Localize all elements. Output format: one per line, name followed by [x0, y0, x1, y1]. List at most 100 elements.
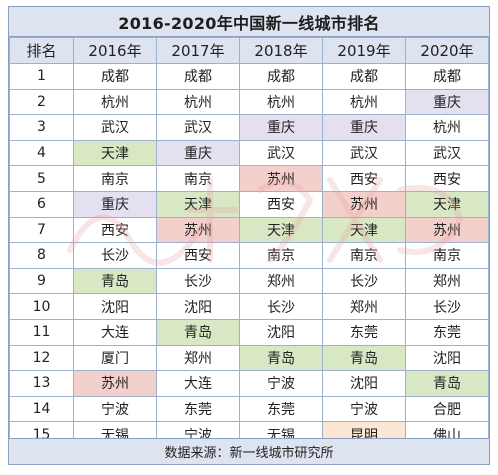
city-cell: 成都 [156, 63, 240, 90]
city-cell: 天津 [405, 190, 489, 218]
city-cell: 苏州 [239, 165, 323, 192]
city-cell: 青岛 [73, 267, 157, 295]
city-cell: 青岛 [156, 318, 240, 346]
city-cell: 青岛 [322, 344, 406, 372]
city-cell: 郑州 [405, 267, 489, 295]
rank-cell: 11 [9, 318, 74, 346]
city-cell: 东莞 [405, 318, 489, 346]
table-row: 5 南京 南京 苏州 西安 西安 [9, 165, 489, 192]
city-cell: 重庆 [156, 139, 240, 167]
city-cell: 武汉 [73, 114, 157, 141]
city-cell: 郑州 [156, 344, 240, 372]
city-cell: 武汉 [239, 139, 323, 167]
header-2020: 2020年 [405, 37, 489, 64]
table-row: 8 长沙 西安 南京 南京 南京 [9, 242, 489, 269]
city-cell: 苏州 [156, 216, 240, 244]
city-cell: 大连 [73, 318, 157, 346]
ranking-table-frame: 2016-2020年中国新一线城市排名 排名 2016年 2017年 2018年… [8, 6, 490, 465]
city-cell: 苏州 [322, 190, 406, 218]
city-cell: 东莞 [239, 395, 323, 423]
city-cell: 重庆 [405, 88, 489, 116]
rank-cell: 10 [9, 293, 74, 320]
rank-cell: 2 [9, 88, 74, 116]
rank-cell: 7 [9, 216, 74, 244]
rank-cell: 1 [9, 63, 74, 90]
table-title: 2016-2020年中国新一线城市排名 [9, 7, 489, 37]
city-cell: 成都 [239, 63, 323, 90]
header-2018: 2018年 [239, 37, 323, 64]
city-cell: 合肥 [405, 395, 489, 423]
city-cell: 长沙 [405, 293, 489, 320]
city-cell: 东莞 [322, 318, 406, 346]
table-row: 7 西安 苏州 天津 天津 苏州 [9, 216, 489, 244]
city-cell: 武汉 [322, 139, 406, 167]
city-cell: 沈阳 [405, 344, 489, 372]
city-cell: 天津 [322, 216, 406, 244]
rank-cell: 3 [9, 114, 74, 141]
city-cell: 厦门 [73, 344, 157, 372]
ranking-table: 排名 2016年 2017年 2018年 2019年 2020年 1 成都 成都 成都… [9, 37, 489, 448]
city-cell: 长沙 [156, 267, 240, 295]
city-cell: 南京 [405, 242, 489, 269]
city-cell: 大连 [156, 370, 240, 397]
header-row: 排名 2016年 2017年 2018年 2019年 2020年 [9, 37, 489, 64]
table-row: 12 厦门 郑州 青岛 青岛 沈阳 [9, 344, 489, 372]
city-cell: 西安 [239, 190, 323, 218]
rank-cell: 12 [9, 344, 74, 372]
city-cell: 青岛 [405, 370, 489, 397]
city-cell: 西安 [322, 165, 406, 192]
city-cell: 杭州 [73, 88, 157, 116]
city-cell: 长沙 [322, 267, 406, 295]
city-cell: 沈阳 [73, 293, 157, 320]
header-2017: 2017年 [156, 37, 240, 64]
city-cell: 长沙 [73, 242, 157, 269]
city-cell: 东莞 [156, 395, 240, 423]
rank-cell: 8 [9, 242, 74, 269]
header-rank: 排名 [9, 37, 74, 64]
city-cell: 西安 [156, 242, 240, 269]
city-cell: 南京 [156, 165, 240, 192]
city-cell: 南京 [322, 242, 406, 269]
city-cell: 天津 [239, 216, 323, 244]
city-cell: 天津 [156, 190, 240, 218]
city-cell: 天津 [73, 139, 157, 167]
city-cell: 杭州 [239, 88, 323, 116]
table-row: 9 青岛 长沙 郑州 长沙 郑州 [9, 267, 489, 295]
city-cell: 武汉 [156, 114, 240, 141]
city-cell: 沈阳 [322, 370, 406, 397]
table-row: 3 武汉 武汉 重庆 重庆 杭州 [9, 114, 489, 141]
city-cell: 郑州 [239, 267, 323, 295]
table-row: 1 成都 成都 成都 成都 成都 [9, 63, 489, 90]
table-row: 10 沈阳 沈阳 长沙 郑州 长沙 [9, 293, 489, 320]
rank-cell: 6 [9, 190, 74, 218]
city-cell: 杭州 [322, 88, 406, 116]
table-row: 14 宁波 东莞 东莞 宁波 合肥 [9, 395, 489, 423]
city-cell: 成都 [322, 63, 406, 90]
city-cell: 武汉 [405, 139, 489, 167]
city-cell: 成都 [405, 63, 489, 90]
table-row: 4 天津 重庆 武汉 武汉 武汉 [9, 139, 489, 167]
city-cell: 成都 [73, 63, 157, 90]
city-cell: 沈阳 [239, 318, 323, 346]
data-source-footer: 数据来源：新一线城市研究所 [9, 438, 489, 464]
city-cell: 重庆 [322, 114, 406, 141]
city-cell: 西安 [73, 216, 157, 244]
city-cell: 苏州 [405, 216, 489, 244]
city-cell: 宁波 [239, 370, 323, 397]
rank-cell: 14 [9, 395, 74, 423]
city-cell: 西安 [405, 165, 489, 192]
city-cell: 南京 [239, 242, 323, 269]
city-cell: 重庆 [73, 190, 157, 218]
city-cell: 长沙 [239, 293, 323, 320]
table-row: 11 大连 青岛 沈阳 东莞 东莞 [9, 318, 489, 346]
table-row: 13 苏州 大连 宁波 沈阳 青岛 [9, 370, 489, 397]
city-cell: 沈阳 [156, 293, 240, 320]
header-2016: 2016年 [73, 37, 157, 64]
table-row: 2 杭州 杭州 杭州 杭州 重庆 [9, 88, 489, 116]
city-cell: 重庆 [239, 114, 323, 141]
city-cell: 南京 [73, 165, 157, 192]
city-cell: 苏州 [73, 370, 157, 397]
rank-cell: 13 [9, 370, 74, 397]
city-cell: 杭州 [156, 88, 240, 116]
rank-cell: 9 [9, 267, 74, 295]
